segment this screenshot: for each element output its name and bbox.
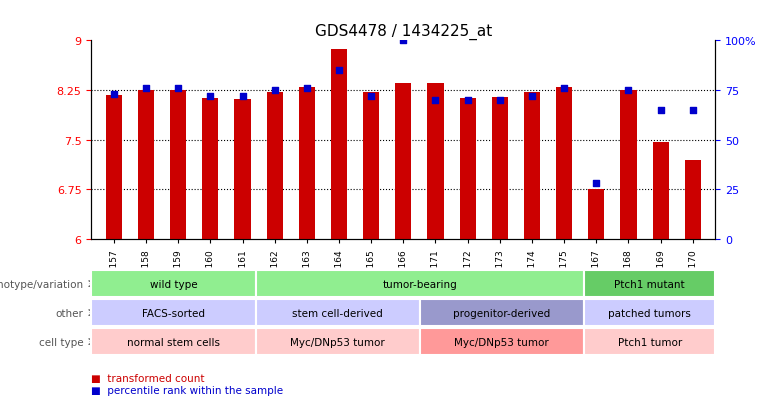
Text: other: other [56, 308, 84, 318]
Bar [492, 97, 508, 240]
Bar [395, 84, 412, 240]
Point [591, 181, 603, 188]
Point [333, 68, 345, 74]
Bar [202, 99, 218, 240]
Point [237, 93, 249, 100]
Text: Ptch1 tumor: Ptch1 tumor [617, 337, 682, 347]
Bar [331, 50, 347, 240]
Text: progenitor-derived: progenitor-derived [454, 308, 550, 318]
Text: Ptch1 mutant: Ptch1 mutant [614, 279, 685, 289]
Point [172, 85, 184, 92]
Point [622, 88, 635, 94]
Text: stem cell-derived: stem cell-derived [292, 308, 383, 318]
Bar [588, 190, 604, 240]
Point [108, 92, 120, 98]
Point [526, 93, 538, 100]
Title: GDS4478 / 1434225_at: GDS4478 / 1434225_at [315, 24, 492, 40]
Point [365, 93, 377, 100]
Bar [363, 93, 379, 240]
Text: patched tumors: patched tumors [608, 308, 691, 318]
Point [558, 85, 570, 92]
Text: normal stem cells: normal stem cells [127, 337, 220, 347]
Text: Myc/DNp53 tumor: Myc/DNp53 tumor [454, 337, 549, 347]
Text: ■  percentile rank within the sample: ■ percentile rank within the sample [91, 385, 283, 395]
Bar [106, 95, 122, 240]
Bar [428, 84, 444, 240]
Bar [685, 160, 701, 240]
Point [269, 88, 281, 94]
Text: cell type: cell type [39, 337, 84, 347]
Bar [266, 93, 282, 240]
Text: ■  transformed count: ■ transformed count [91, 373, 205, 383]
Bar [653, 142, 669, 240]
Point [140, 85, 152, 92]
Bar [299, 88, 315, 240]
Bar [524, 93, 540, 240]
Point [397, 38, 409, 45]
Point [429, 97, 441, 104]
Bar [556, 88, 572, 240]
Point [494, 97, 506, 104]
Text: tumor-bearing: tumor-bearing [382, 279, 457, 289]
Bar [170, 91, 186, 240]
Bar [234, 100, 250, 240]
Text: wild type: wild type [150, 279, 197, 289]
Bar [620, 91, 636, 240]
Point [301, 85, 313, 92]
Point [686, 107, 699, 114]
Point [462, 97, 474, 104]
Point [654, 107, 667, 114]
Text: FACS-sorted: FACS-sorted [142, 308, 205, 318]
Bar [138, 91, 154, 240]
Point [204, 93, 216, 100]
Text: genotype/variation: genotype/variation [0, 279, 84, 289]
Bar [460, 99, 476, 240]
Text: Myc/DNp53 tumor: Myc/DNp53 tumor [290, 337, 385, 347]
